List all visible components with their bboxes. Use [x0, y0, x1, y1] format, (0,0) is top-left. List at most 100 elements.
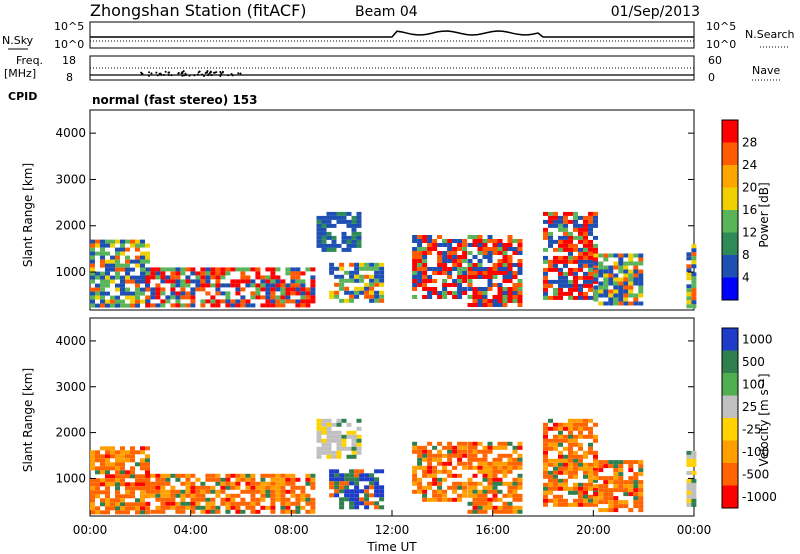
range-time-cell	[686, 300, 692, 305]
range-time-cell	[563, 434, 568, 439]
range-time-cell	[225, 291, 231, 296]
range-time-cell	[321, 247, 327, 252]
range-time-cell	[482, 457, 488, 462]
range-time-cell	[321, 231, 327, 236]
range-time-cell	[331, 434, 337, 439]
range-time-cell	[623, 488, 629, 493]
range-time-cell	[543, 287, 548, 292]
range-time-cell	[553, 438, 558, 443]
range-time-cell	[170, 291, 176, 296]
range-time-cell	[329, 473, 335, 478]
range-time-cell	[364, 485, 370, 490]
range-time-cell	[316, 430, 322, 435]
colorbar-segment	[722, 255, 738, 278]
range-time-cell	[155, 283, 161, 288]
range-time-cell	[120, 482, 125, 487]
range-time-cell	[502, 465, 508, 470]
range-time-cell	[339, 477, 345, 482]
range-time-cell	[90, 279, 95, 284]
frequency-point	[193, 74, 196, 77]
range-time-cell	[578, 223, 583, 228]
range-time-cell	[160, 291, 166, 296]
range-time-cell	[558, 486, 563, 491]
range-time-cell	[638, 289, 644, 294]
range-time-cell	[110, 243, 115, 248]
range-time-cell	[568, 474, 573, 479]
range-time-cell	[482, 255, 488, 259]
range-time-cell	[115, 271, 120, 276]
range-time-cell	[341, 434, 347, 439]
range-time-cell	[90, 462, 95, 467]
range-time-cell	[487, 485, 493, 490]
range-time-cell	[578, 227, 583, 232]
range-time-cell	[507, 291, 513, 295]
range-time-cell	[452, 283, 458, 287]
range-time-cell	[543, 458, 548, 463]
frequency-point	[158, 72, 161, 75]
range-time-cell	[125, 474, 130, 479]
range-time-cell	[613, 500, 619, 505]
range-time-cell	[593, 466, 598, 471]
range-time-cell	[467, 251, 473, 255]
range-time-cell	[563, 263, 568, 268]
range-time-cell	[295, 267, 301, 272]
range-time-cell	[548, 279, 553, 284]
x-tick-label: 00:00	[73, 523, 108, 537]
frequency-point	[227, 74, 229, 77]
range-time-cell	[175, 493, 181, 498]
range-time-cell	[588, 275, 593, 280]
range-time-cell	[608, 265, 614, 270]
range-time-cell	[346, 219, 352, 224]
range-time-cell	[608, 480, 614, 485]
range-time-cell	[553, 442, 558, 447]
range-time-cell	[558, 259, 563, 264]
range-time-cell	[482, 489, 488, 494]
range-time-cell	[265, 473, 271, 478]
range-time-cell	[115, 263, 120, 268]
range-time-cell	[351, 223, 357, 228]
range-time-cell	[568, 434, 573, 439]
range-time-cell	[305, 287, 311, 292]
range-time-cell	[354, 477, 360, 482]
range-time-cell	[100, 239, 105, 244]
range-time-cell	[250, 505, 256, 510]
range-time-cell	[593, 223, 598, 228]
range-time-cell	[583, 291, 588, 296]
range-time-cell	[135, 255, 140, 260]
range-time-cell	[115, 502, 120, 507]
range-time-cell	[628, 488, 634, 493]
range-time-cell	[245, 489, 251, 494]
range-time-cell	[497, 239, 503, 243]
nave-tick-top: 60	[708, 54, 722, 67]
range-time-cell	[120, 291, 125, 296]
range-time-cell	[578, 291, 583, 296]
range-time-cell	[502, 295, 508, 299]
range-time-cell	[275, 279, 281, 284]
range-time-cell	[205, 473, 211, 478]
range-time-cell	[548, 263, 553, 268]
range-time-cell	[125, 482, 130, 487]
range-time-cell	[374, 262, 380, 267]
range-time-cell	[603, 265, 609, 270]
range-time-cell	[492, 469, 498, 474]
range-time-cell	[135, 275, 140, 280]
range-time-cell	[578, 490, 583, 495]
range-time-cell	[633, 480, 639, 485]
range-time-cell	[578, 255, 583, 260]
range-time-cell	[472, 457, 478, 462]
range-time-cell	[593, 478, 598, 483]
range-time-cell	[160, 267, 166, 272]
x-tick-label: 08:00	[274, 523, 309, 537]
range-time-cell	[553, 446, 558, 451]
range-time-cell	[105, 466, 110, 471]
range-time-cell	[613, 265, 619, 270]
range-time-cell	[356, 211, 362, 216]
range-time-cell	[364, 286, 370, 291]
range-time-cell	[543, 295, 548, 300]
range-time-cell	[502, 267, 508, 271]
range-time-cell	[364, 477, 370, 482]
colorbar-tick-label: 1000	[742, 332, 773, 346]
power-ylabel: Slant Range [km]	[21, 163, 35, 267]
range-time-cell	[517, 509, 523, 514]
range-time-cell	[563, 454, 568, 459]
